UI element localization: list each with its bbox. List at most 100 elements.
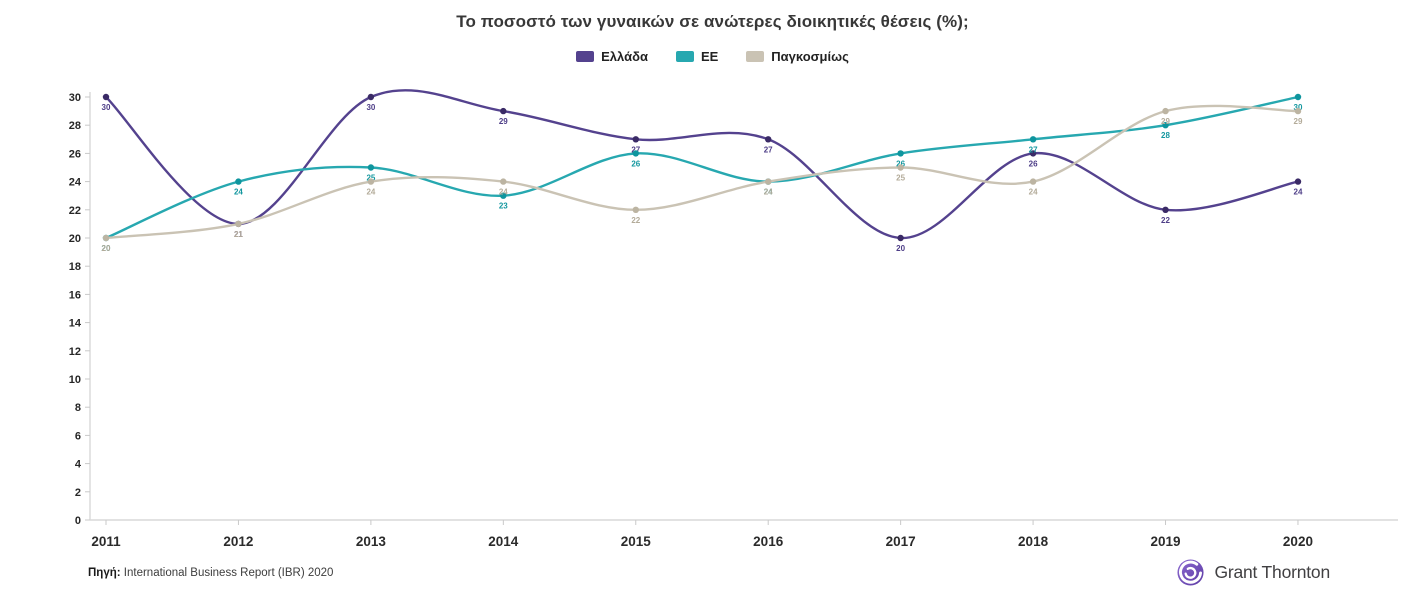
x-axis-tick-label: 2013 (356, 534, 387, 549)
data-point-label-ee-2019: 28 (1161, 131, 1170, 140)
data-point-label-ee-2016: 24 (764, 188, 773, 197)
data-point-label-ee-2011: 20 (102, 244, 111, 253)
data-point-label-ee-2015: 26 (631, 159, 640, 168)
x-axis-tick-label: 2012 (223, 534, 253, 549)
legend-swatch-ellada (576, 51, 595, 62)
data-point-label-ellada-2014: 29 (499, 117, 508, 126)
data-point-label-ellada-2018: 26 (1029, 159, 1038, 168)
legend-item-ee: ΕΕ (675, 49, 718, 64)
y-axis-tick-label: 12 (69, 346, 81, 358)
y-axis-tick-label: 28 (69, 120, 81, 132)
x-axis-tick-label: 2017 (886, 534, 916, 549)
data-point-ellada-2011 (102, 93, 110, 101)
y-axis-tick-label: 14 (69, 318, 82, 330)
data-point-ellada-2018 (1029, 150, 1037, 157)
data-point-label-ellada-2012: 21 (234, 230, 243, 239)
data-point-label-pagkosmios-2013: 24 (366, 188, 375, 197)
data-point-label-ellada-2015: 27 (631, 145, 640, 154)
data-point-label-pagkosmios-2015: 22 (631, 216, 640, 225)
data-point-label-ee-2013: 25 (366, 174, 375, 183)
data-point-ee-2017 (897, 150, 904, 157)
data-point-ee-2018 (1029, 136, 1037, 143)
x-axis-tick-label: 2015 (621, 534, 652, 549)
data-point-ee-2019 (1162, 122, 1169, 129)
data-point-label-ellada-2016: 27 (764, 145, 773, 154)
x-axis-tick-label: 2019 (1150, 534, 1180, 549)
data-point-label-ellada-2013: 30 (366, 103, 375, 112)
data-point-label-pagkosmios-2018: 24 (1029, 188, 1038, 197)
source-label: Πηγή: (88, 567, 121, 579)
data-point-ee-2012 (235, 178, 242, 185)
data-point-ellada-2020 (1294, 178, 1302, 185)
legend: Ελλάδα ΕΕ Παγκοσμίως (0, 49, 1425, 64)
data-point-ellada-2019 (1162, 206, 1169, 213)
y-axis-tick-label: 30 (69, 92, 81, 104)
y-axis-tick-label: 18 (69, 261, 81, 273)
y-axis-tick-label: 22 (69, 205, 81, 217)
data-point-ee-2015 (632, 150, 639, 157)
data-point-label-pagkosmios-2014: 24 (499, 188, 508, 197)
y-axis-tick-label: 8 (75, 402, 81, 414)
legend-swatch-pagkosmios (746, 51, 765, 62)
source-text: International Business Report (IBR) 2020 (120, 567, 334, 579)
logo-text: Grant Thornton (1214, 562, 1330, 582)
data-point-pagkosmios-2020 (1294, 107, 1302, 115)
series-line-ellada (104, 89, 1300, 240)
x-axis-tick-label: 2016 (753, 534, 784, 549)
data-point-ellada-2015 (632, 136, 639, 143)
data-point-pagkosmios-2015 (632, 206, 639, 213)
data-point-label-pagkosmios-2019: 29 (1161, 117, 1170, 126)
data-point-pagkosmios-2014 (500, 178, 507, 185)
y-axis-tick-label: 20 (69, 233, 81, 245)
data-point-ee-2013 (367, 164, 375, 171)
data-point-label-pagkosmios-2012: 21 (234, 230, 243, 239)
y-axis-tick-label: 0 (75, 515, 81, 527)
x-axis-tick-label: 2020 (1283, 534, 1313, 549)
y-axis-tick-label: 24 (69, 177, 82, 189)
data-point-label-pagkosmios-2016: 24 (764, 188, 773, 197)
y-axis-tick-label: 6 (75, 430, 81, 442)
grant-thornton-swirl-icon (1177, 559, 1204, 586)
x-axis-tick-label: 2014 (488, 534, 519, 549)
data-point-label-ee-2017: 26 (896, 159, 905, 168)
data-point-pagkosmios-2019 (1162, 107, 1169, 115)
data-point-label-ee-2012: 24 (234, 188, 243, 197)
legend-item-ellada: Ελλάδα (576, 49, 648, 64)
x-axis-tick-label: 2011 (91, 534, 121, 549)
legend-label-pagkosmios: Παγκοσμίως (771, 49, 849, 64)
grant-thornton-logo: Grant Thornton (1176, 558, 1330, 587)
data-point-ellada-2016 (765, 136, 772, 143)
data-point-ellada-2013 (367, 93, 375, 101)
chart-title: Το ποσοστό των γυναικών σε ανώτερες διοι… (456, 12, 969, 31)
data-point-label-ellada-2020: 24 (1294, 188, 1303, 197)
data-point-label-ee-2018: 27 (1029, 145, 1038, 154)
series-line-ee (104, 95, 1300, 240)
data-point-pagkosmios-2011 (102, 234, 110, 242)
data-point-label-ellada-2019: 22 (1161, 216, 1170, 225)
data-point-label-ellada-2017: 20 (896, 244, 905, 253)
data-point-pagkosmios-2013 (367, 178, 375, 185)
series-line-pagkosmios (104, 104, 1300, 240)
y-axis-tick-label: 2 (75, 487, 81, 499)
data-point-pagkosmios-2012 (235, 220, 242, 228)
data-point-ee-2020 (1294, 93, 1302, 101)
y-axis-tick-label: 16 (69, 289, 81, 301)
y-axis-tick-label: 4 (75, 459, 82, 471)
data-point-pagkosmios-2017 (897, 164, 904, 171)
data-point-label-pagkosmios-2011: 20 (102, 244, 111, 253)
data-point-ellada-2017 (897, 234, 904, 242)
legend-label-ellada: Ελλάδα (601, 49, 648, 64)
data-point-label-pagkosmios-2017: 25 (896, 174, 905, 183)
source-note: Πηγή: International Business Report (IBR… (88, 567, 333, 579)
data-point-pagkosmios-2016 (765, 178, 772, 185)
data-point-pagkosmios-2018 (1029, 178, 1037, 185)
data-point-label-pagkosmios-2020: 29 (1294, 117, 1303, 126)
legend-item-pagkosmios: Παγκοσμίως (746, 49, 849, 64)
data-point-ee-2014 (500, 192, 507, 199)
data-point-label-ellada-2011: 30 (102, 103, 111, 112)
data-point-label-ee-2020: 30 (1294, 103, 1303, 112)
legend-swatch-ee (675, 51, 694, 62)
x-axis-tick-label: 2018 (1018, 534, 1049, 549)
